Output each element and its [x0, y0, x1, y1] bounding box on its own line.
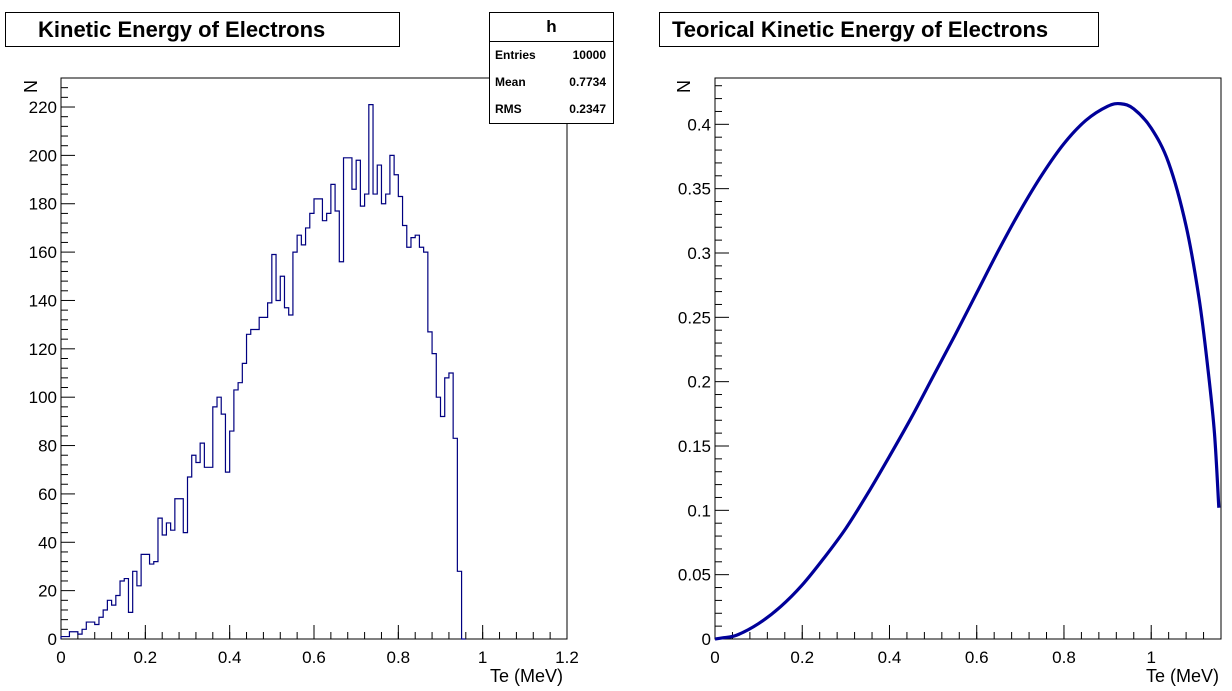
y-tick-label: 0.25	[678, 308, 711, 327]
y-axis-left: 0 20 40 60 80 100 120 140 160 180 200 220	[29, 87, 75, 649]
x-tick-label: 1	[478, 648, 487, 667]
y-tick-label: 0.3	[687, 244, 711, 263]
stats-entries-value: 10000	[572, 48, 606, 62]
y-tick-label: 120	[29, 340, 57, 359]
x-axis-label-left: Te (MeV)	[490, 666, 563, 686]
x-tick-label: 0.2	[790, 648, 814, 667]
y-tick-label: 0.15	[678, 437, 711, 456]
y-tick-label: 200	[29, 146, 57, 165]
chart-title-right: Teorical Kinetic Energy of Electrons	[659, 12, 1099, 47]
chart-title-left: Kinetic Energy of Electrons	[5, 12, 400, 47]
x-tick-label: 0.2	[134, 648, 158, 667]
y-axis-label-left: N	[21, 80, 41, 93]
y-tick-label: 0.4	[687, 115, 711, 134]
y-tick-label: 140	[29, 291, 57, 310]
stats-entries-label: Entries	[495, 48, 536, 62]
x-tick-label: 0.8	[1052, 648, 1076, 667]
x-axis-right: 0 0.2 0.4 0.6 0.8 1	[710, 625, 1205, 667]
stats-mean-value: 0.7734	[569, 75, 606, 89]
stats-mean-label: Mean	[495, 75, 526, 89]
y-tick-label: 160	[29, 243, 57, 262]
x-tick-label: 1	[1146, 648, 1155, 667]
x-tick-label: 1.2	[555, 648, 579, 667]
stats-rms-row: RMS 0.2347	[490, 96, 613, 123]
y-axis-right: 0 0.05 0.1 0.15 0.2 0.25 0.3 0.35 0.4	[678, 85, 729, 649]
plot-frame-left	[60, 77, 568, 640]
stats-rms-label: RMS	[495, 102, 522, 116]
y-tick-label: 180	[29, 195, 57, 214]
x-tick-label: 0.4	[218, 648, 242, 667]
histogram-series	[60, 104, 466, 640]
y-tick-label: 0	[48, 630, 57, 649]
stats-title: h	[490, 13, 613, 42]
y-tick-label: 80	[38, 437, 57, 456]
y-axis-label-right: N	[674, 80, 694, 93]
x-tick-label: 0.6	[965, 648, 989, 667]
stats-entries-row: Entries 10000	[490, 42, 613, 69]
y-tick-label: 220	[29, 98, 57, 117]
x-axis-left: 0 0.2 0.4 0.6 0.8 1 1.2	[56, 625, 579, 667]
x-tick-label: 0.6	[302, 648, 326, 667]
theory-curve	[714, 101, 1221, 641]
y-tick-label: 100	[29, 388, 57, 407]
x-axis-label-right: Te (MeV)	[1146, 666, 1219, 686]
y-tick-label: 0.05	[678, 566, 711, 585]
y-tick-label: 20	[38, 582, 57, 601]
y-tick-label: 0	[702, 630, 711, 649]
x-tick-label: 0.8	[387, 648, 411, 667]
y-tick-label: 0.2	[687, 373, 711, 392]
stats-box: h Entries 10000 Mean 0.7734 RMS 0.2347	[489, 12, 614, 124]
x-tick-label: 0	[710, 648, 719, 667]
y-tick-label: 60	[38, 485, 57, 504]
plot-frame-right	[714, 77, 1222, 640]
chart-title-left-text: Kinetic Energy of Electrons	[38, 16, 326, 42]
stats-mean-row: Mean 0.7734	[490, 69, 613, 96]
histogram-chart: 0 20 40 60 80 100 120 140 160 180 200 220 0 0.2 0.4 0.…	[21, 77, 579, 686]
stats-rms-value: 0.2347	[569, 102, 606, 116]
theory-chart: 0 0.05 0.1 0.15 0.2 0.25 0.3 0.35 0.4 0 0.2 0.4 0.6…	[674, 77, 1222, 686]
x-tick-label: 0.4	[878, 648, 902, 667]
y-tick-label: 0.1	[687, 501, 711, 520]
y-tick-label: 40	[38, 533, 57, 552]
x-tick-label: 0	[56, 648, 65, 667]
y-tick-label: 0.35	[678, 180, 711, 199]
chart-title-right-text: Teorical Kinetic Energy of Electrons	[672, 16, 1049, 42]
